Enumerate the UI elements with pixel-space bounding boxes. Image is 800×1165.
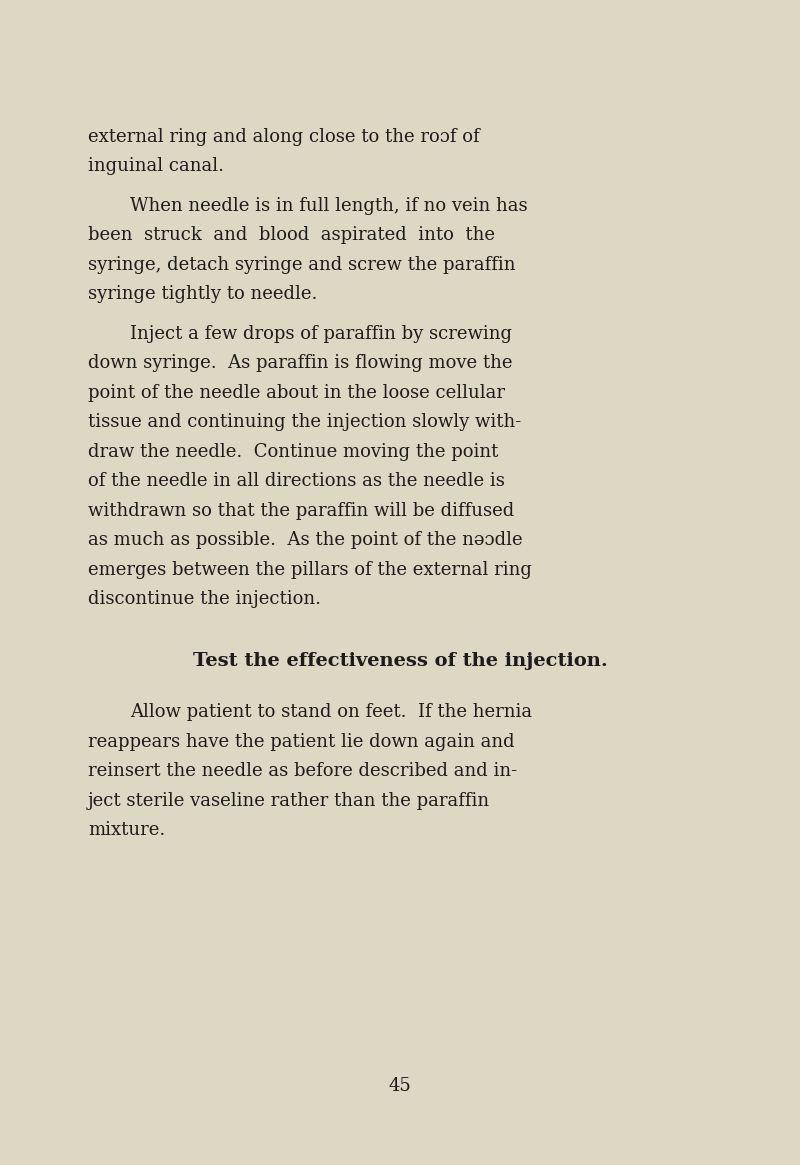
Text: emerges between the pillars of the external ring: emerges between the pillars of the exter…: [88, 562, 532, 579]
Text: been  struck  and  blood  aspirated  into  the: been struck and blood aspirated into the: [88, 226, 495, 245]
Text: 45: 45: [389, 1076, 411, 1095]
Text: withdrawn so that the paraffin will be diffused: withdrawn so that the paraffin will be d…: [88, 502, 514, 520]
Text: reinsert the needle as before described and in-: reinsert the needle as before described …: [88, 763, 517, 781]
Text: as much as possible.  As the point of the nəɔdle: as much as possible. As the point of the…: [88, 531, 522, 550]
Text: point of the needle about in the loose cellular: point of the needle about in the loose c…: [88, 384, 505, 402]
Text: Inject a few drops of paraffin by screwing: Inject a few drops of paraffin by screwi…: [130, 325, 512, 343]
Text: inguinal canal.: inguinal canal.: [88, 157, 224, 176]
Text: syringe, detach syringe and screw the paraffin: syringe, detach syringe and screw the pa…: [88, 256, 515, 274]
Text: discontinue the injection.: discontinue the injection.: [88, 591, 321, 608]
Text: Allow patient to stand on feet.  If the hernia: Allow patient to stand on feet. If the h…: [130, 704, 532, 721]
Text: syringe tightly to needle.: syringe tightly to needle.: [88, 285, 318, 304]
Text: draw the needle.  Continue moving the point: draw the needle. Continue moving the poi…: [88, 443, 498, 461]
Text: ject sterile vaseline rather than the paraffin: ject sterile vaseline rather than the pa…: [88, 792, 490, 810]
Text: tissue and continuing the injection slowly with-: tissue and continuing the injection slow…: [88, 414, 522, 431]
Text: Test the effectiveness of the injection.: Test the effectiveness of the injection.: [193, 652, 607, 670]
Text: reappears have the patient lie down again and: reappears have the patient lie down agai…: [88, 733, 514, 751]
Text: down syringe.  As paraffin is flowing move the: down syringe. As paraffin is flowing mov…: [88, 354, 513, 373]
Text: external ring and along close to the roɔf of: external ring and along close to the roɔ…: [88, 128, 480, 146]
Text: When needle is in full length, if no vein has: When needle is in full length, if no vei…: [130, 197, 528, 216]
Text: of the needle in all directions as the needle is: of the needle in all directions as the n…: [88, 473, 505, 490]
Text: mixture.: mixture.: [88, 821, 166, 840]
